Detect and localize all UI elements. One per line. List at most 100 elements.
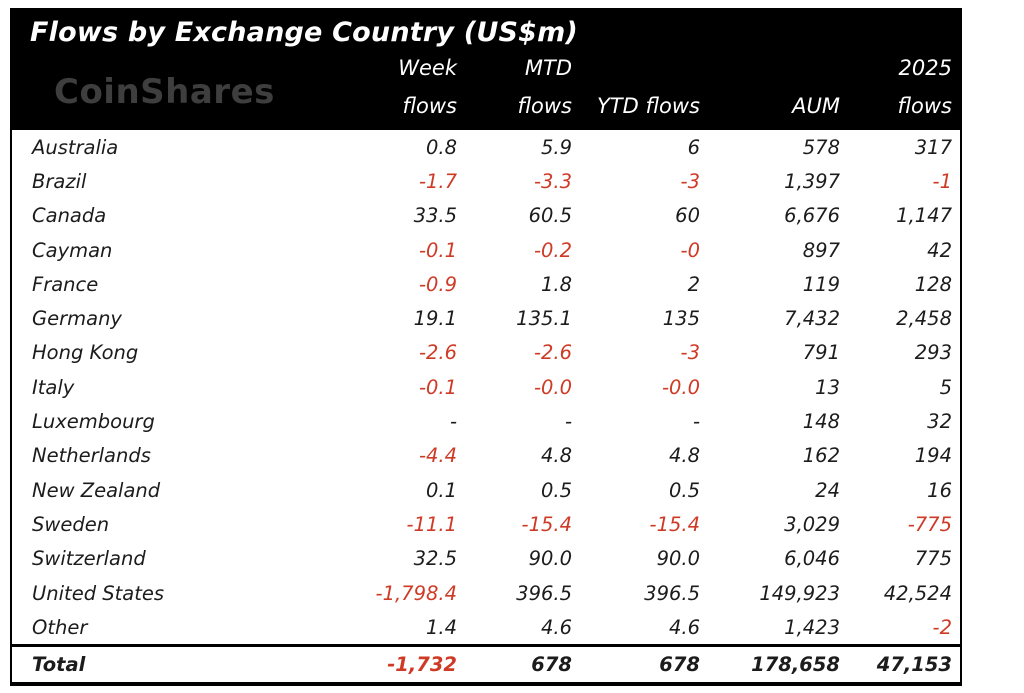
value-cell: 32.5 xyxy=(413,547,457,571)
value-cell: 13 xyxy=(815,375,840,399)
col-header-mtd-flows: MTD flows xyxy=(465,50,580,134)
col-header-line: flows xyxy=(517,93,572,118)
value-cell: 1,423 xyxy=(784,615,840,639)
value-cell: -0.1 xyxy=(418,375,457,399)
value-cell: 5 xyxy=(939,375,952,399)
value-cell: - xyxy=(564,410,572,434)
value-cell: -1.7 xyxy=(418,169,457,193)
country-cell: New Zealand xyxy=(32,478,161,502)
country-cell: Total xyxy=(32,653,86,677)
value-cell: 6,676 xyxy=(784,204,840,228)
value-cell: 2 xyxy=(687,272,700,296)
value-cell: 135.1 xyxy=(516,307,572,331)
value-cell: 7,432 xyxy=(784,307,840,331)
value-cell: 6 xyxy=(687,135,700,159)
value-cell: 33.5 xyxy=(413,204,457,228)
country-cell: Germany xyxy=(32,307,122,331)
value-cell: 148 xyxy=(802,410,840,434)
value-cell: -15.4 xyxy=(649,512,700,536)
value-cell: 4.8 xyxy=(668,444,700,468)
value-cell: 775 xyxy=(914,547,952,571)
total-row: Total -1,732 678 678 178,658 47,153 xyxy=(12,644,960,682)
table-row: Netherlands -4.4 4.8 4.8 162 194 xyxy=(12,438,960,473)
country-cell: Australia xyxy=(32,135,119,159)
value-cell: -3.3 xyxy=(533,169,572,193)
col-header-line: flows xyxy=(897,93,952,118)
value-cell: 5.9 xyxy=(540,135,572,159)
value-cell: -15.4 xyxy=(521,512,572,536)
value-cell: 1,397 xyxy=(784,169,840,193)
value-cell: 1.8 xyxy=(540,272,572,296)
table-title: Flows by Exchange Country (US$m) xyxy=(30,17,578,48)
table-row: Other 1.4 4.6 4.6 1,423 -2 xyxy=(12,610,960,645)
value-cell: -2.6 xyxy=(418,341,457,365)
col-header-line: MTD xyxy=(524,56,572,80)
value-cell: 1,147 xyxy=(896,204,952,228)
value-cell: -775 xyxy=(907,512,952,536)
country-cell: Luxembourg xyxy=(32,410,155,434)
value-cell: -0.9 xyxy=(418,272,457,296)
value-cell: -3 xyxy=(680,169,700,193)
value-cell: 47,153 xyxy=(876,653,952,677)
table-row: Italy -0.1 -0.0 -0.0 13 5 xyxy=(12,370,960,405)
value-cell: 4.8 xyxy=(540,444,572,468)
value-cell: -2 xyxy=(932,615,952,639)
value-cell: 90.0 xyxy=(656,547,700,571)
table-row: Sweden -11.1 -15.4 -15.4 3,029 -775 xyxy=(12,507,960,542)
value-cell: 678 xyxy=(659,653,700,677)
value-cell: 4.6 xyxy=(668,615,700,639)
value-cell: 178,658 xyxy=(751,653,840,677)
value-cell: 60 xyxy=(675,204,700,228)
table-row: New Zealand 0.1 0.5 0.5 24 16 xyxy=(12,472,960,508)
value-cell: -3 xyxy=(680,341,700,365)
value-cell: 897 xyxy=(802,238,840,262)
country-cell: France xyxy=(32,272,99,296)
value-cell: 317 xyxy=(914,135,952,159)
col-header-aum: AUM xyxy=(708,50,848,134)
value-cell: - xyxy=(449,410,457,434)
table-row: Cayman -0.1 -0.2 -0 897 42 xyxy=(12,232,960,268)
table-row: France -0.9 1.8 2 119 128 xyxy=(12,267,960,302)
value-cell: 0.5 xyxy=(540,478,572,502)
country-cell: United States xyxy=(32,581,165,605)
country-cell: Netherlands xyxy=(32,444,151,468)
table-header-block: Flows by Exchange Country (US$m) CoinSha… xyxy=(12,10,960,130)
country-cell: Switzerland xyxy=(32,547,146,571)
value-cell: 90.0 xyxy=(528,547,572,571)
table-row: Switzerland 32.5 90.0 90.0 6,046 775 xyxy=(12,541,960,576)
value-cell: 0.5 xyxy=(668,478,700,502)
flows-table: Flows by Exchange Country (US$m) CoinSha… xyxy=(10,8,962,687)
value-cell: 293 xyxy=(914,341,952,365)
country-cell: Brazil xyxy=(32,169,87,193)
value-cell: 0.1 xyxy=(425,478,457,502)
table-row: Brazil -1.7 -3.3 -3 1,397 -1 xyxy=(12,164,960,199)
country-cell: Hong Kong xyxy=(32,341,139,365)
value-cell: 19.1 xyxy=(413,307,457,331)
col-header-line: AUM xyxy=(792,93,840,118)
country-cell: Other xyxy=(32,615,88,639)
value-cell: 3,029 xyxy=(784,512,840,536)
table-row: Canada 33.5 60.5 60 6,676 1,147 xyxy=(12,198,960,233)
country-cell: Italy xyxy=(32,375,75,399)
column-header-row: CoinShares Week flows MTD flows YTD flow… xyxy=(12,50,960,130)
value-cell: -4.4 xyxy=(418,444,457,468)
value-cell: 396.5 xyxy=(516,581,572,605)
table-row: Germany 19.1 135.1 135 7,432 2,458 xyxy=(12,301,960,336)
value-cell: 1.4 xyxy=(425,615,457,639)
value-cell: 0.8 xyxy=(425,135,457,159)
logo-cell: CoinShares xyxy=(12,50,337,134)
value-cell: 32 xyxy=(927,410,952,434)
value-cell: 6,046 xyxy=(784,547,840,571)
value-cell: -11.1 xyxy=(406,512,457,536)
value-cell: - xyxy=(692,410,700,434)
value-cell: 791 xyxy=(802,341,840,365)
value-cell: -0.2 xyxy=(533,238,572,262)
value-cell: -0.0 xyxy=(533,375,572,399)
value-cell: -0 xyxy=(680,238,700,262)
country-cell: Cayman xyxy=(32,238,113,262)
value-cell: 128 xyxy=(914,272,952,296)
value-cell: 149,923 xyxy=(759,581,840,605)
value-cell: -1,732 xyxy=(387,653,457,677)
value-cell: 42 xyxy=(927,238,952,262)
